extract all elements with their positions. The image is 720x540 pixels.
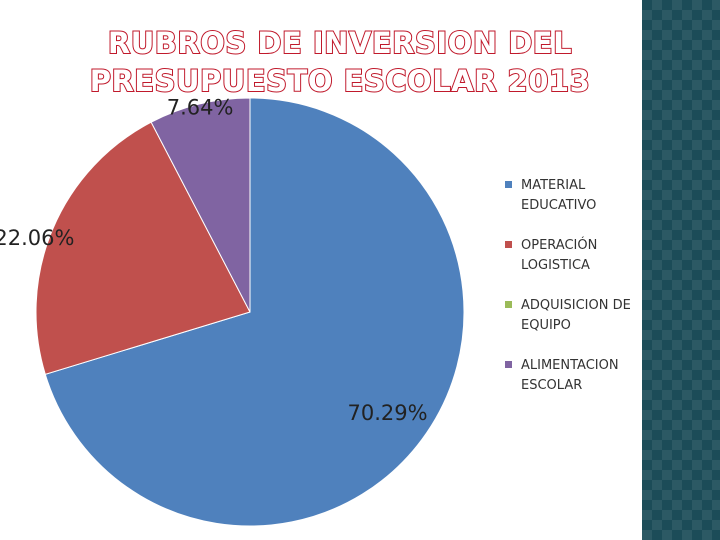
- legend-label: MATERIAL EDUCATIVO: [521, 178, 597, 213]
- data-label-material-educativo: 70.29%: [348, 401, 428, 425]
- pie-slice-material-educativo: [44, 97, 465, 527]
- pie-slice-alimentacion-escolar: [150, 97, 251, 313]
- legend-item-material-educativo: MATERIAL EDUCATIVO: [505, 176, 637, 236]
- chart-legend: MATERIAL EDUCATIVO OPERACIÓN LOGISTICA ADQ…: [505, 176, 637, 416]
- legend-label: ALIMENTACION ESCOLAR: [521, 358, 619, 393]
- decorative-side-strip: [640, 0, 720, 540]
- legend-label: ADQUISICION DE EQUIPO: [521, 298, 631, 333]
- legend-swatch: [505, 301, 512, 308]
- legend-item-adquisicion-de-equipo: ADQUISICION DE EQUIPO: [505, 296, 637, 356]
- legend-label: OPERACIÓN LOGISTICA: [521, 238, 598, 273]
- data-label-operaci-n-logistica: 22.06%: [0, 226, 74, 250]
- chart-title: RUBROS DE INVERSION DEL PRESUPUESTO ESCO…: [89, 25, 591, 99]
- data-label-alimentacion-escolar: 7.64%: [167, 95, 234, 119]
- legend-item-operaci-n-logistica: OPERACIÓN LOGISTICA: [505, 236, 637, 296]
- pie-slice-operaci-n-logistica: [35, 121, 251, 375]
- legend-swatch: [505, 241, 512, 248]
- legend-swatch: [505, 361, 512, 368]
- legend-swatch: [505, 181, 512, 188]
- legend-item-alimentacion-escolar: ALIMENTACION ESCOLAR: [505, 356, 637, 416]
